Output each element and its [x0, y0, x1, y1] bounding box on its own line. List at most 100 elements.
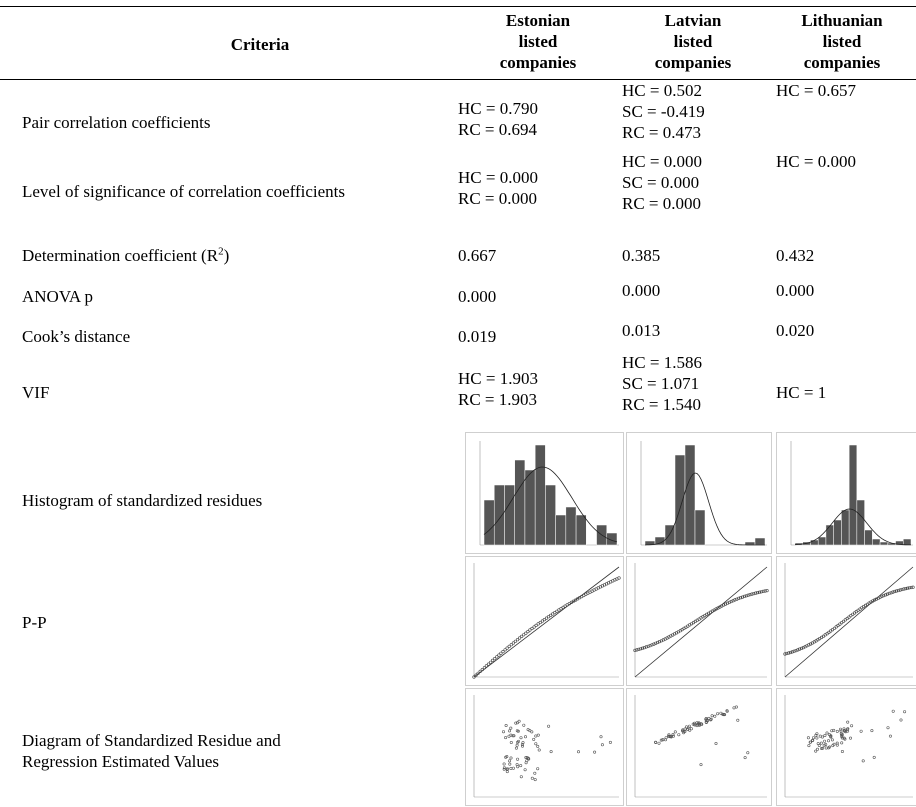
pp-point — [482, 666, 487, 670]
pp-point — [542, 617, 546, 622]
header-criteria: Criteria — [230, 35, 290, 54]
scatter-point — [870, 729, 874, 733]
pp-point — [472, 675, 476, 679]
scatter-point — [523, 735, 527, 739]
pp-point — [617, 576, 621, 580]
pp-point — [761, 589, 765, 594]
hist-bar — [833, 519, 842, 546]
hist-bar — [483, 499, 495, 546]
scatter-point — [824, 742, 828, 746]
cook-latvian: 0.013 — [622, 321, 661, 340]
pp-point — [887, 591, 891, 596]
scatter-point — [842, 736, 846, 740]
row-label-vif: VIF — [22, 383, 50, 402]
scatter-point — [825, 731, 829, 735]
pp-point — [652, 642, 656, 646]
row-label-histogram: Histogram of standardized residues — [22, 491, 263, 510]
scatter-point — [829, 735, 833, 739]
pp-point — [882, 593, 886, 598]
significance-lithuanian: HC = 0.000 — [776, 152, 856, 171]
pp-point — [493, 656, 497, 661]
pp-point — [499, 651, 503, 655]
pp-point — [900, 587, 904, 592]
scatter-point — [826, 746, 830, 750]
pp-point — [898, 588, 902, 592]
pp-point — [729, 599, 733, 604]
scatter-point — [840, 749, 844, 753]
hist-normal-curve — [794, 508, 911, 546]
scatter-point — [504, 755, 508, 759]
pp-point — [484, 664, 489, 668]
scatter-point — [823, 733, 827, 737]
pp-point — [807, 643, 811, 647]
pp-latvian-svg — [633, 563, 769, 678]
scatter-point — [664, 736, 668, 740]
scatter-point — [599, 735, 603, 739]
scatter-point — [817, 743, 821, 747]
scatter-point — [677, 733, 681, 737]
pp-point — [501, 649, 505, 654]
row-label-significance: Level of significance of correlation coe… — [22, 182, 346, 201]
scatter-point — [815, 747, 819, 751]
hist-bar — [841, 509, 850, 546]
scatter-point — [608, 740, 612, 744]
scatter-point — [840, 736, 844, 740]
pp-point — [491, 658, 495, 662]
scatter-point — [509, 726, 513, 730]
pp-point — [648, 643, 652, 648]
pp-point — [526, 629, 530, 634]
pp-point — [654, 641, 658, 645]
scatter-point — [835, 741, 839, 745]
hist-bar — [848, 444, 858, 546]
scatter-point — [509, 733, 513, 737]
pp-point — [889, 591, 893, 595]
scatter-point — [725, 709, 729, 713]
significance-estonian: HC = 0.000 RC = 0.000 — [458, 168, 538, 208]
scatter-point — [507, 759, 511, 763]
scatter-point — [819, 741, 823, 745]
scatter-point — [899, 718, 903, 722]
pp-point — [633, 648, 637, 652]
pp-point — [495, 655, 499, 659]
hist-bar — [504, 484, 515, 546]
scatter-point — [838, 727, 842, 731]
scatter-point — [842, 727, 846, 731]
significance-latvian: HC = 0.000 SC = 0.000 RC = 0.000 — [622, 152, 702, 213]
scatter-point — [704, 717, 708, 721]
scatter-point — [667, 733, 671, 737]
scatter-point — [533, 771, 537, 775]
scatter-point — [671, 732, 675, 736]
histogram-estonian-svg — [479, 441, 619, 546]
pp-point — [639, 647, 643, 651]
scatter-point — [520, 742, 524, 746]
scatter-point — [515, 743, 519, 747]
row-label-cook: Cook’s distance — [22, 327, 131, 346]
scatter-point — [516, 757, 520, 761]
scatter-point — [671, 734, 675, 738]
hist-bar — [694, 509, 706, 546]
hist-bar — [684, 444, 696, 546]
scatter-point — [514, 721, 518, 725]
pp-point — [740, 595, 745, 599]
pp-point — [519, 634, 524, 638]
scatter-point — [903, 710, 907, 714]
pp-point — [801, 645, 805, 650]
histogram-lithuanian-svg — [790, 441, 913, 546]
scatter-point — [522, 723, 526, 727]
pp-point — [794, 648, 798, 653]
pp-point — [474, 673, 478, 677]
scatter-point — [523, 768, 527, 772]
scatter-point — [849, 736, 853, 740]
scatter-point — [840, 741, 844, 745]
scatter-point — [530, 776, 534, 780]
vif-latvian: HC = 1.586 SC = 1.071 RC = 1.540 — [622, 353, 702, 414]
scatter-point — [577, 750, 581, 754]
pp-point — [642, 645, 647, 650]
vif-estonian: HC = 1.903 RC = 1.903 — [458, 369, 538, 409]
scatter-point — [697, 721, 701, 725]
scatter-point — [830, 738, 834, 742]
pp-point — [505, 646, 509, 650]
scatter-point — [891, 709, 895, 713]
scatter-point — [811, 736, 815, 740]
scatter-point — [520, 744, 524, 748]
